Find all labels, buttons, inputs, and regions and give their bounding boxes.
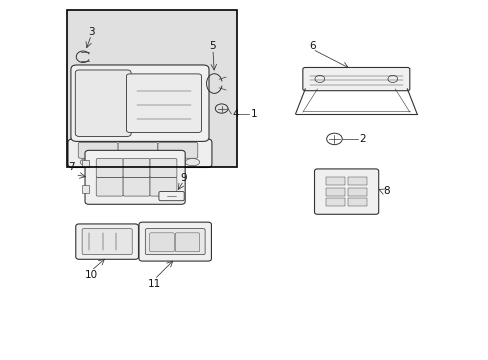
Text: 7: 7 bbox=[67, 162, 74, 172]
Text: 11: 11 bbox=[148, 279, 161, 289]
FancyBboxPatch shape bbox=[75, 70, 131, 136]
Ellipse shape bbox=[185, 158, 200, 166]
FancyBboxPatch shape bbox=[96, 177, 123, 196]
Text: 3: 3 bbox=[88, 27, 95, 37]
FancyBboxPatch shape bbox=[150, 158, 177, 177]
FancyBboxPatch shape bbox=[126, 74, 201, 132]
Text: 8: 8 bbox=[382, 186, 389, 196]
Bar bbox=[347, 198, 366, 206]
Text: 4: 4 bbox=[232, 109, 239, 119]
FancyBboxPatch shape bbox=[85, 150, 185, 204]
Text: 6: 6 bbox=[308, 41, 315, 51]
Text: 1: 1 bbox=[250, 109, 256, 119]
Bar bbox=[325, 177, 345, 185]
Bar bbox=[67, 10, 237, 167]
Bar bbox=[325, 188, 345, 195]
Text: 5: 5 bbox=[209, 41, 216, 51]
FancyBboxPatch shape bbox=[175, 233, 200, 252]
Ellipse shape bbox=[80, 158, 95, 166]
Bar bbox=[81, 185, 89, 193]
FancyBboxPatch shape bbox=[159, 192, 184, 201]
FancyBboxPatch shape bbox=[123, 158, 150, 177]
Bar bbox=[347, 188, 366, 195]
FancyBboxPatch shape bbox=[78, 143, 118, 158]
FancyBboxPatch shape bbox=[314, 169, 378, 214]
Bar bbox=[325, 198, 345, 206]
FancyBboxPatch shape bbox=[139, 222, 211, 261]
Bar bbox=[81, 160, 89, 167]
FancyBboxPatch shape bbox=[123, 177, 150, 196]
Text: 2: 2 bbox=[358, 134, 365, 144]
FancyBboxPatch shape bbox=[68, 139, 211, 167]
FancyBboxPatch shape bbox=[82, 229, 132, 255]
FancyBboxPatch shape bbox=[145, 229, 204, 255]
FancyBboxPatch shape bbox=[302, 67, 409, 91]
FancyBboxPatch shape bbox=[96, 158, 123, 177]
FancyBboxPatch shape bbox=[149, 233, 174, 252]
Bar bbox=[347, 177, 366, 185]
FancyBboxPatch shape bbox=[71, 65, 208, 141]
Text: 10: 10 bbox=[84, 270, 98, 280]
FancyBboxPatch shape bbox=[118, 143, 158, 158]
Text: 9: 9 bbox=[180, 173, 186, 183]
FancyBboxPatch shape bbox=[150, 177, 177, 196]
Bar bbox=[67, 10, 237, 167]
FancyBboxPatch shape bbox=[158, 143, 198, 158]
FancyBboxPatch shape bbox=[76, 224, 138, 259]
